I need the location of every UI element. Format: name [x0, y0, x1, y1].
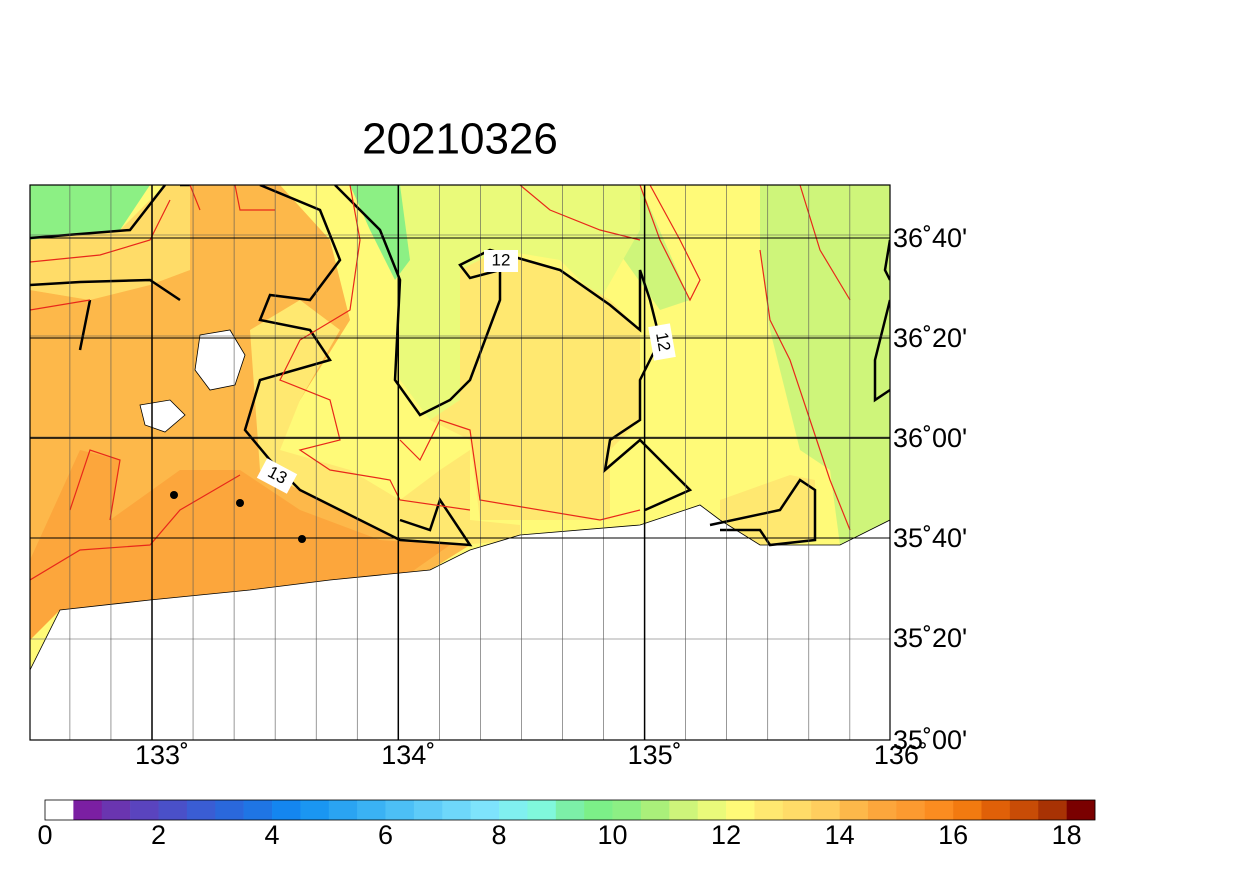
- sea-mild: [250, 300, 520, 545]
- colorbar-label: 0: [37, 820, 52, 850]
- colorbar: 0 2 4 6 8 10 12 14 16 18: [37, 799, 1096, 850]
- contour-line: [30, 185, 851, 581]
- lat-label: 35˚40': [893, 523, 967, 553]
- sea-cold: [30, 185, 150, 240]
- colorbar-label: 14: [825, 820, 855, 850]
- label-box: [484, 250, 518, 272]
- colorbar-box: [981, 800, 1011, 820]
- lon-label: 133˚: [135, 740, 189, 770]
- title: 20210326: [362, 115, 558, 164]
- colorbar-box: [470, 800, 500, 820]
- colorbar-frame: [44, 799, 1096, 821]
- sea-warmer: [30, 450, 450, 640]
- colorbar-box: [328, 800, 358, 820]
- colorbar-label: 10: [598, 820, 628, 850]
- contour-label: 13: [256, 458, 298, 494]
- label-box: [648, 323, 676, 361]
- colorbar-box: [811, 800, 840, 820]
- colorbar-box: [442, 800, 471, 820]
- colorbar-box: [499, 800, 528, 820]
- colorbar-box: [73, 800, 103, 820]
- colorbar-box: [101, 800, 131, 820]
- lat-label: 36˚00': [893, 423, 967, 453]
- colorbar-box: [357, 800, 386, 820]
- colorbar-label: 8: [492, 820, 507, 850]
- island: [194, 329, 246, 391]
- colorbar-box: [413, 800, 443, 820]
- lon-label: 135˚: [628, 740, 682, 770]
- colorbar-label: 2: [151, 820, 166, 850]
- lat-label: 35˚20': [893, 623, 967, 653]
- contour-label: 12: [484, 250, 518, 272]
- colorbar-label: 16: [938, 820, 968, 850]
- colorbar-label: 18: [1052, 820, 1082, 850]
- lon-label: 134˚: [381, 740, 435, 770]
- colorbar-box: [1009, 800, 1039, 820]
- colorbar-box: [754, 800, 784, 820]
- colorbar-box: [215, 800, 244, 820]
- station: [298, 535, 306, 543]
- lon-label: 136˚: [874, 740, 928, 770]
- colorbar-box: [186, 800, 216, 820]
- colorbar-box: [130, 800, 159, 820]
- contour-label-text: 12: [652, 331, 674, 353]
- colorbar-box: [45, 800, 74, 820]
- colorbar-box: [867, 800, 897, 820]
- lat-label: 36˚40': [893, 223, 967, 253]
- colorbar-box: [1038, 800, 1067, 820]
- map-frame: [29, 184, 891, 741]
- colorbar-box: [584, 800, 613, 820]
- colorbar-box: [1066, 800, 1096, 820]
- axes: 133˚ 134˚ 135˚ 136˚ 36˚40' 36˚20' 36˚00' 35˚40'…: [135, 223, 967, 770]
- colorbar-box: [272, 800, 301, 820]
- colorbar-label: 12: [711, 820, 741, 850]
- colorbar-box: [953, 800, 982, 820]
- colorbar-box: [158, 800, 188, 820]
- colorbar-label: 6: [378, 820, 393, 850]
- station: [170, 491, 178, 499]
- colorbar-box: [896, 800, 926, 820]
- colorbar-box: [697, 800, 727, 820]
- colorbar-box: [385, 800, 415, 820]
- sea-mild: [430, 250, 640, 520]
- station: [236, 499, 244, 507]
- map-fields: [30, 185, 890, 740]
- colorbar-box: [300, 800, 330, 820]
- lat-label: 36˚20': [893, 323, 967, 353]
- colorbar-box: [527, 800, 557, 820]
- colorbar-box: [669, 800, 699, 820]
- label-box: [256, 458, 298, 494]
- contour-label: 12: [648, 323, 676, 361]
- sea-cool: [760, 185, 890, 545]
- colorbar-box: [782, 800, 812, 820]
- contour-label-text: 12: [492, 250, 511, 269]
- contour-line: [30, 185, 890, 547]
- colorbar-box: [243, 800, 273, 820]
- lat-label: 35˚00': [893, 725, 967, 755]
- land: [30, 504, 890, 740]
- colorbar-box: [726, 800, 755, 820]
- colorbar-box: [555, 800, 585, 820]
- grid: [30, 185, 890, 741]
- sea-cool: [520, 185, 690, 310]
- colorbar-box: [924, 800, 954, 820]
- colorbar-label: 4: [265, 820, 280, 850]
- colorbar-box: [640, 800, 670, 820]
- colorbar-box: [612, 800, 642, 820]
- colorbar-box: [839, 800, 869, 820]
